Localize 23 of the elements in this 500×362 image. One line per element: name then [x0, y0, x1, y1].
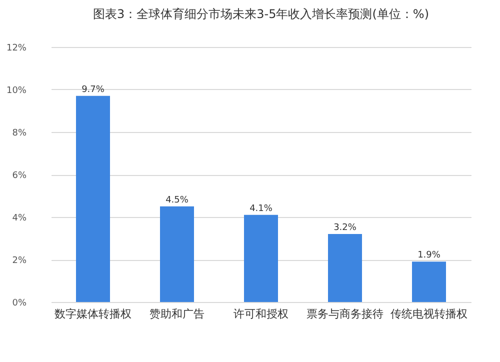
bar	[328, 234, 362, 302]
x-tick-label: 赞助和广告	[150, 308, 204, 320]
bar	[412, 262, 446, 302]
bar	[160, 206, 194, 302]
chart-title: 图表3：全球体育细分市场未来3-5年收入增长率预测(单位：%)	[93, 7, 429, 21]
x-tick-label: 传统电视转播权	[390, 308, 468, 320]
x-tick-label: 票务与商务接待	[306, 308, 384, 320]
data-label: 1.9%	[418, 250, 441, 261]
bar	[76, 96, 110, 302]
y-tick-label: 0%	[12, 298, 27, 308]
y-tick-label: 6%	[12, 171, 27, 181]
y-tick-label: 10%	[6, 86, 27, 96]
x-tick-label: 许可和授权	[234, 308, 288, 320]
x-tick-label: 数字媒体转播权	[54, 308, 132, 320]
data-label: 3.2%	[334, 223, 357, 233]
y-tick-label: 12%	[6, 44, 27, 54]
data-label: 4.1%	[250, 204, 273, 214]
bar	[244, 214, 278, 302]
data-label: 9.7%	[82, 84, 105, 95]
y-tick-label: 4%	[12, 214, 27, 224]
y-tick-label: 2%	[12, 256, 27, 266]
data-label: 4.5%	[166, 195, 189, 206]
y-tick-label: 8%	[12, 128, 27, 138]
